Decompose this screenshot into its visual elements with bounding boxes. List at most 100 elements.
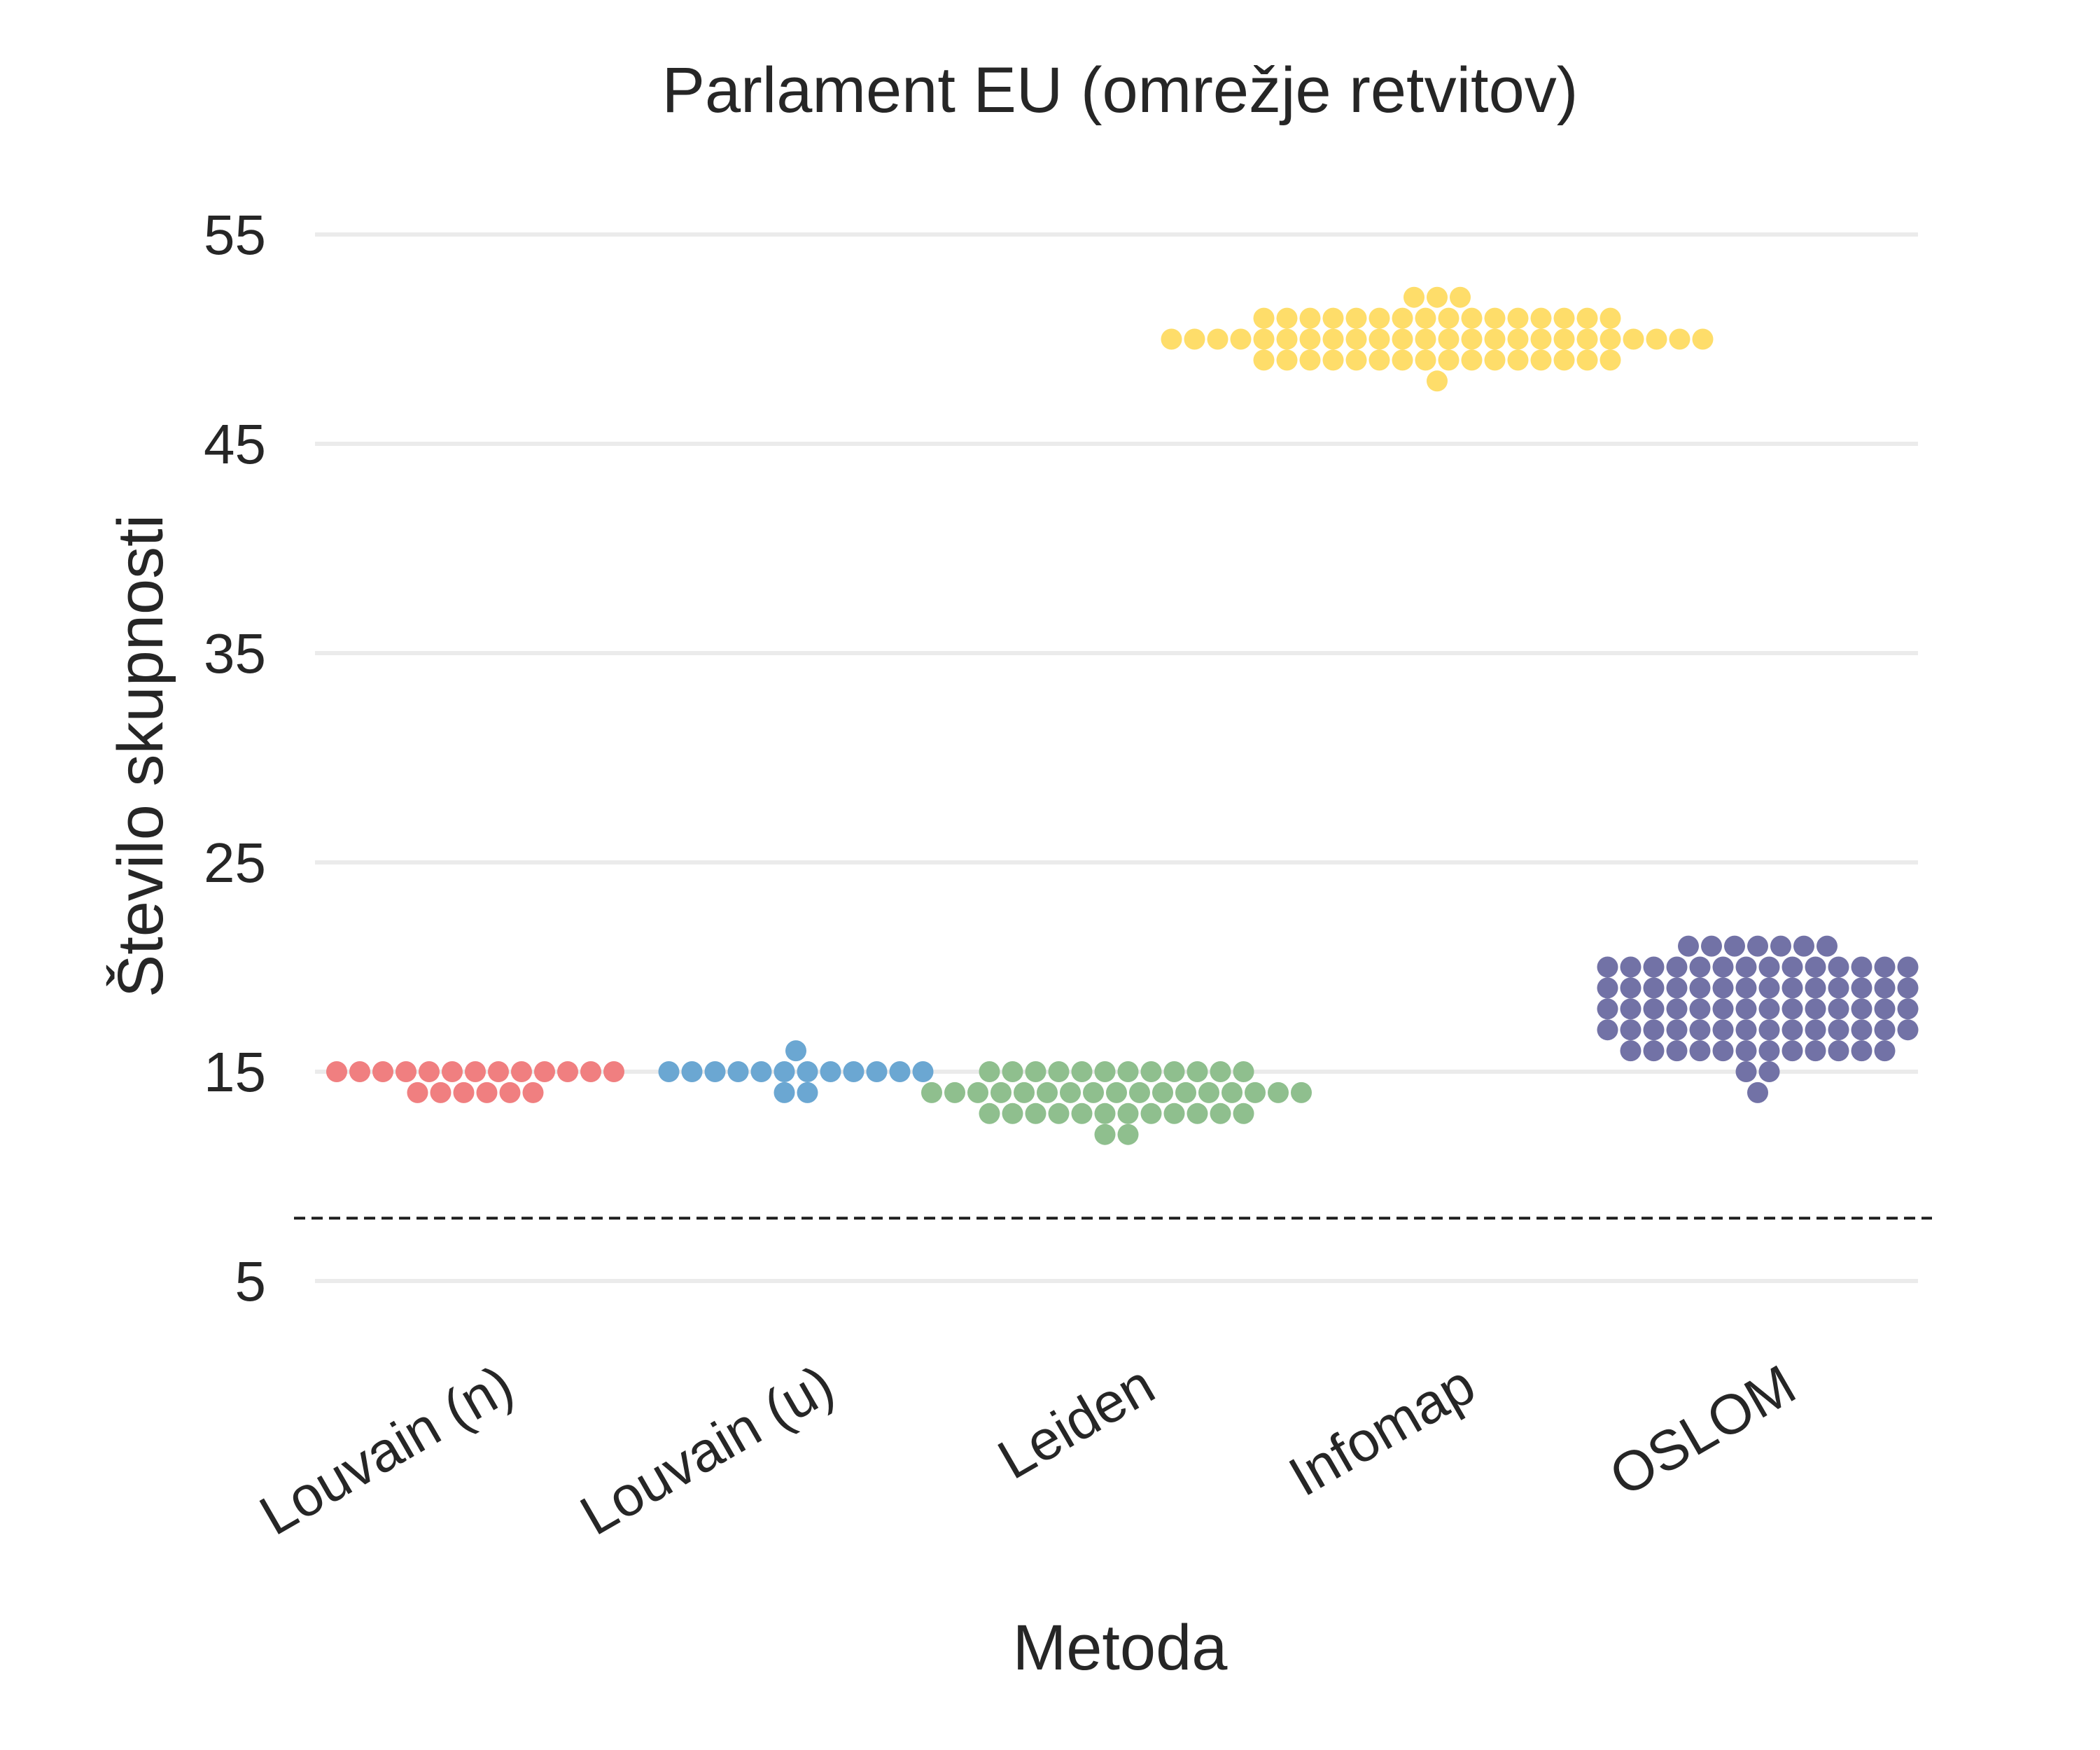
data-point [1461,307,1483,329]
data-point [1782,1040,1803,1062]
data-point [1689,1040,1711,1062]
data-point [1186,1061,1208,1082]
data-point [681,1061,703,1082]
data-point [1646,328,1667,350]
data-point [979,1102,1000,1124]
data-point [866,1061,888,1082]
data-point [1689,956,1711,978]
data-point [1897,977,1919,999]
data-point [557,1061,578,1082]
y-tick-label: 5 [235,1250,267,1312]
data-point [1276,307,1298,329]
data-point [1620,1019,1642,1041]
data-point [1163,1061,1185,1082]
data-point [1620,998,1642,1020]
data-point [1276,328,1298,350]
data-point [1828,1019,1849,1041]
data-point [1669,328,1690,350]
data-point [1507,349,1529,371]
data-point [1805,1040,1826,1062]
data-point [1184,328,1205,350]
data-point [349,1061,370,1082]
data-point [1851,998,1872,1020]
data-point [1576,328,1598,350]
data-point [1484,307,1506,329]
data-point [979,1061,1000,1082]
data-point [1735,998,1757,1020]
data-point [1692,328,1714,350]
data-point [1805,956,1826,978]
data-point [465,1061,486,1082]
data-point [1345,307,1367,329]
data-point [1712,1019,1734,1041]
data-point [1735,1040,1757,1062]
data-point [1597,977,1618,999]
data-point [1392,328,1413,350]
data-point [1253,328,1275,350]
data-point [1207,328,1228,350]
data-point [1071,1061,1093,1082]
data-point [1060,1082,1081,1103]
data-point [522,1082,544,1103]
data-point [1851,1040,1872,1062]
data-point [797,1061,818,1082]
data-point [1276,349,1298,371]
x-tick-label: Infomap [1279,1353,1485,1508]
data-point [1368,307,1390,329]
data-point [1782,956,1803,978]
data-point [1322,328,1344,350]
data-point [1025,1102,1046,1124]
data-point [1600,328,1621,350]
data-point [1793,935,1814,957]
data-point [1816,935,1837,957]
data-point [1666,977,1688,999]
data-point [1094,1124,1116,1145]
data-point [1129,1082,1150,1103]
data-point [1163,1102,1185,1124]
data-point [1117,1061,1139,1082]
data-point [1758,1061,1780,1082]
x-tick-labels: Louvain (n) Louvain (u) Leiden Infomap OSLOM [249,1353,1805,1547]
data-point [1689,1019,1711,1041]
data-point [1230,328,1252,350]
data-point [1106,1082,1127,1103]
data-point [430,1082,451,1103]
data-point [1530,307,1552,329]
data-point [1222,1082,1242,1103]
data-points [326,286,1919,1145]
data-point [1427,370,1448,392]
data-point [511,1061,532,1082]
data-point [727,1061,749,1082]
data-point [1002,1061,1023,1082]
data-point [1874,1040,1896,1062]
data-point [372,1061,393,1082]
data-point [419,1061,440,1082]
data-point [453,1082,475,1103]
data-point [1117,1102,1139,1124]
data-point [1666,998,1688,1020]
data-point [407,1082,428,1103]
data-point [1620,1040,1642,1062]
data-point [1299,328,1321,350]
data-point [1368,328,1390,350]
data-point [1576,307,1598,329]
data-point [1724,935,1745,957]
data-point [1897,998,1919,1020]
data-point [488,1061,509,1082]
data-point [442,1061,463,1082]
data-point [476,1082,498,1103]
data-point [1210,1102,1231,1124]
data-point [1851,1019,1872,1041]
data-point [1450,286,1471,308]
y-tick-labels: 5 15 25 35 45 55 [204,204,266,1312]
y-tick-label: 55 [204,204,266,266]
data-point [1597,1019,1618,1041]
data-point [1438,349,1460,371]
data-point [797,1082,818,1103]
data-point [1758,1040,1780,1062]
data-point [1701,935,1722,957]
data-point [1438,307,1460,329]
data-point [1322,307,1344,329]
data-point [1233,1061,1254,1082]
data-point [1427,286,1448,308]
